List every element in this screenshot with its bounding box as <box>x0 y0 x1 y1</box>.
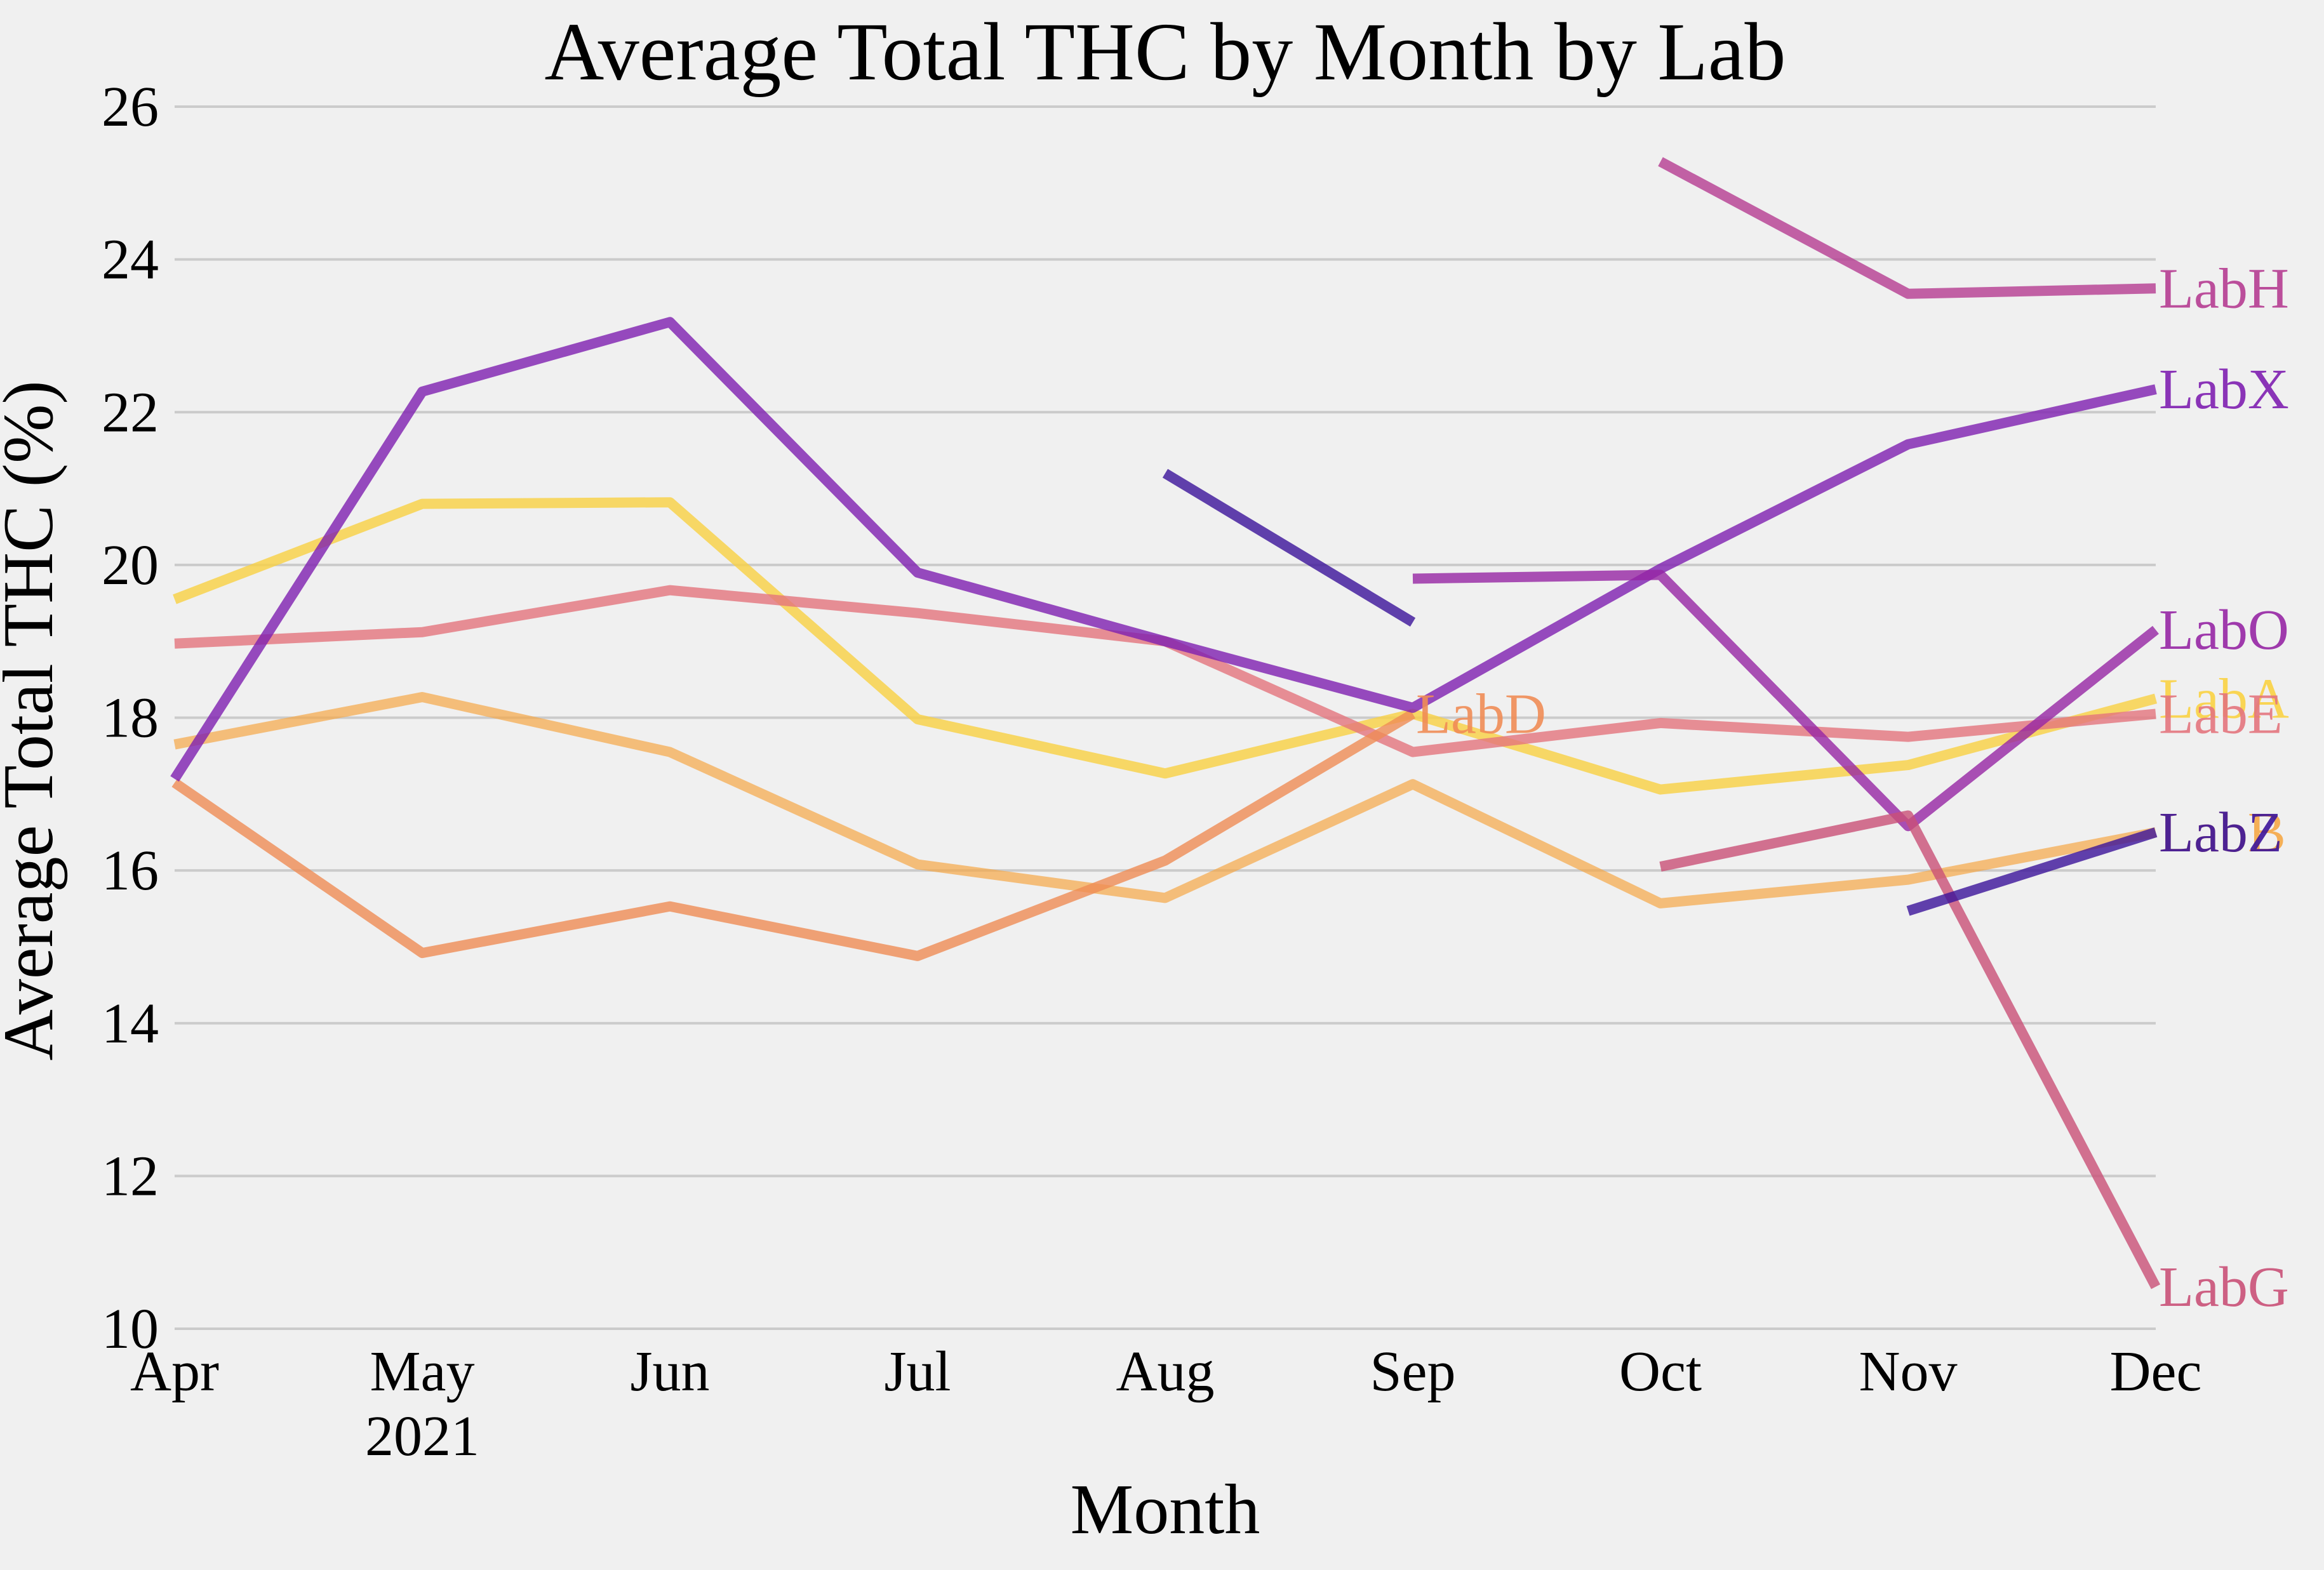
y-tick-label: 12 <box>102 1145 159 1207</box>
series-end-label: LabB <box>2159 801 2286 864</box>
series-line-laba <box>173 497 2158 795</box>
series-line-labz <box>1906 827 2158 916</box>
x-tick-label: Oct <box>1619 1340 1702 1403</box>
x-tick-label: Apr <box>130 1340 219 1403</box>
x-tick-label: Dec <box>2110 1340 2202 1403</box>
series-line-labg <box>1659 810 2161 1289</box>
series-line-labd <box>171 709 1416 961</box>
series-end-label: LabH <box>2159 257 2289 320</box>
x-tick-label: Sep <box>1370 1340 1456 1403</box>
series-line-labh <box>1658 157 2156 299</box>
x-tick-label: Jun <box>630 1340 709 1403</box>
series-line-labb <box>173 692 2157 908</box>
y-tick-label: 24 <box>102 229 159 291</box>
y-tick-label: 22 <box>102 381 159 444</box>
series-end-label: LabZ <box>2159 801 2283 864</box>
y-tick-label: 20 <box>102 534 159 597</box>
y-tick-label: 18 <box>102 687 159 750</box>
x-tick-label: Aug <box>1116 1340 1215 1403</box>
tick-layer: 10 12 14 16 18 20 22 24 26 Apr May Jun Jul Aug Sep Oct N… <box>102 76 2201 1403</box>
x-tick-label: Nov <box>1859 1340 1958 1403</box>
series-end-label: LabX <box>2159 358 2289 421</box>
series-end-label: LabG <box>2159 1256 2289 1319</box>
chart-title: Average Total THC by Month by Lab <box>544 6 1786 98</box>
y-axis-label: Average Total THC (%) <box>0 380 68 1060</box>
series-end-label: LabE <box>2159 682 2283 745</box>
series-end-label: LabA <box>2159 667 2289 730</box>
y-tick-label: 16 <box>102 839 159 902</box>
series-layer <box>170 157 2161 1289</box>
series-line-labx <box>170 317 2157 782</box>
series-end-label: LabO <box>2159 599 2289 662</box>
y-tick-label: 10 <box>102 1298 159 1360</box>
series-end-label: LabD <box>1416 682 1546 745</box>
x-axis-label: Month <box>1071 1470 1260 1549</box>
y-tick-label: 14 <box>102 992 159 1055</box>
x-tick-label: May <box>370 1340 475 1403</box>
series-line-labo <box>1412 569 2159 832</box>
y-tick-label: 26 <box>102 76 159 138</box>
x-tick-label: Jul <box>884 1340 951 1403</box>
series-line <box>1162 469 1416 627</box>
x-year-label: 2021 <box>365 1405 479 1468</box>
